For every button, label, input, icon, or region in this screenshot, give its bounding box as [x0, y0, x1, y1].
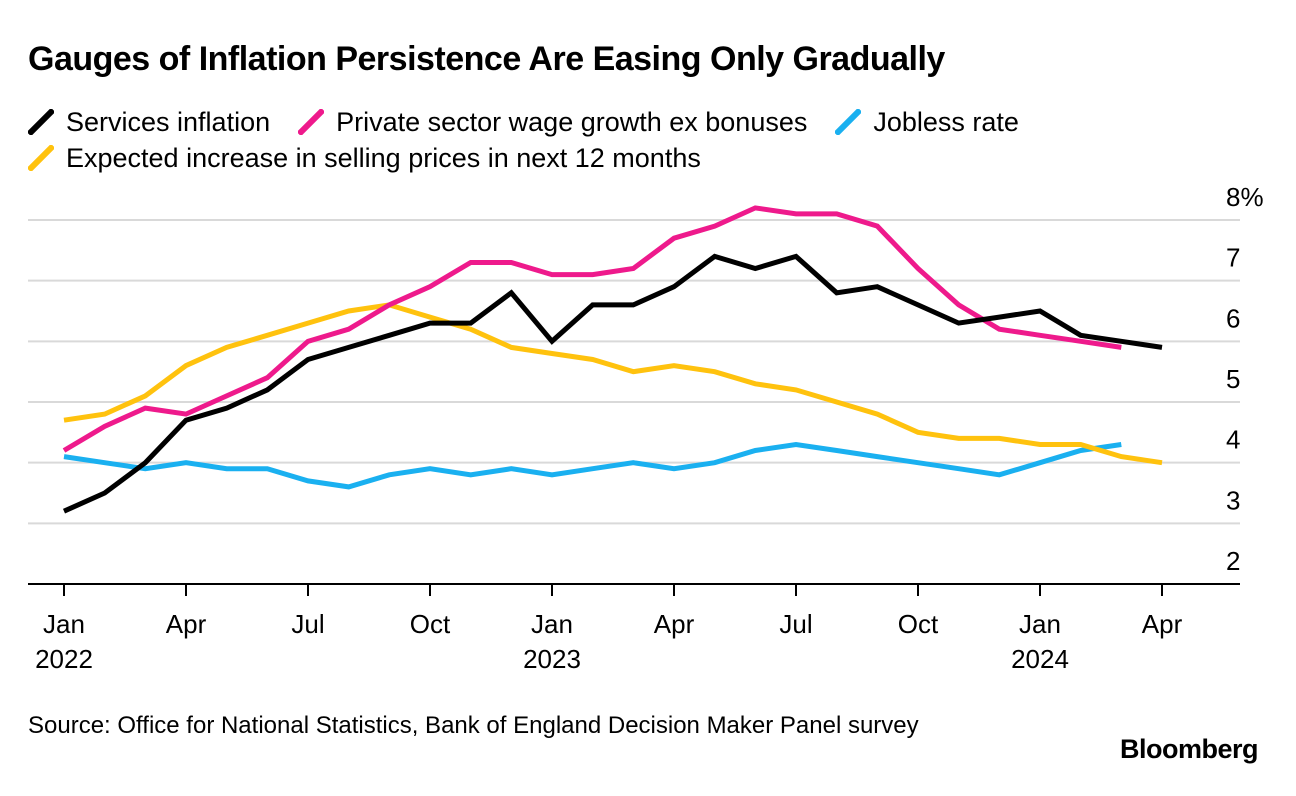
x-tick-year-label: 2024 [1011, 644, 1069, 674]
chart-title: Gauges of Inflation Persistence Are Easi… [28, 40, 945, 78]
x-tick-label: Jul [291, 609, 324, 639]
legend-item-jobless: Jobless rate [835, 107, 1019, 138]
source-note: Source: Office for National Statistics, … [28, 712, 919, 739]
legend-label-jobless: Jobless rate [873, 106, 1019, 137]
legend-swatch-services [28, 109, 54, 135]
legend-swatch-wages [298, 109, 325, 135]
legend-swatch-jobless [835, 109, 862, 135]
x-tick-label: Jul [779, 609, 812, 639]
series-line-jobless [63, 441, 1122, 490]
x-tick-label: Oct [410, 609, 451, 639]
x-axis: Jan 2022 Apr Jul Oct Jan 2023 Apr Jul Oct Jan 2024 A… [28, 583, 1240, 674]
x-tick-year-label: 2023 [523, 644, 581, 674]
y-axis-ticks: 8% 7 6 5 4 3 2 [1226, 182, 1264, 576]
y-tick-label: 5 [1226, 364, 1240, 394]
legend-label-prices: Expected increase in selling prices in n… [66, 142, 701, 173]
y-tick-label: 6 [1226, 303, 1240, 333]
legend-row-1: Services inflation Private sector wage g… [28, 104, 1268, 140]
x-tick-label: Jan [1019, 609, 1061, 639]
series-lines [62, 205, 1163, 514]
y-tick-label: 2 [1226, 546, 1240, 576]
line-chart: 8% 7 6 5 4 3 2 Jan 2022 Apr Jul Oct Jan 2023 Apr Jul Oc… [28, 182, 1264, 674]
x-tick-label: Jan [531, 609, 573, 639]
series-line-services [62, 253, 1163, 514]
legend-label-services: Services inflation [66, 106, 271, 137]
legend-swatch-prices [28, 145, 54, 171]
x-tick-label: Jan [43, 609, 85, 639]
x-tick-year-label: 2022 [35, 644, 93, 674]
gridlines [28, 219, 1240, 525]
x-tick-label: Oct [898, 609, 939, 639]
y-tick-label: 4 [1226, 425, 1240, 455]
y-tick-label: 3 [1226, 485, 1240, 515]
y-tick-label: 8% [1226, 182, 1264, 212]
series-line-wages [62, 205, 1122, 453]
legend-label-wages: Private sector wage growth ex bonuses [336, 106, 808, 137]
x-tick-label: Apr [166, 609, 207, 639]
legend-item-prices: Expected increase in selling prices in n… [28, 143, 701, 174]
series-line-prices [63, 302, 1163, 466]
x-tick-label: Apr [1142, 609, 1183, 639]
legend: Services inflation Private sector wage g… [28, 104, 1268, 176]
bloomberg-logo: Bloomberg [1119, 734, 1259, 764]
legend-item-wages: Private sector wage growth ex bonuses [298, 107, 807, 138]
x-tick-label: Apr [654, 609, 695, 639]
legend-row-2: Expected increase in selling prices in n… [28, 140, 1268, 176]
legend-item-services: Services inflation [28, 107, 270, 138]
y-tick-label: 7 [1226, 243, 1240, 273]
